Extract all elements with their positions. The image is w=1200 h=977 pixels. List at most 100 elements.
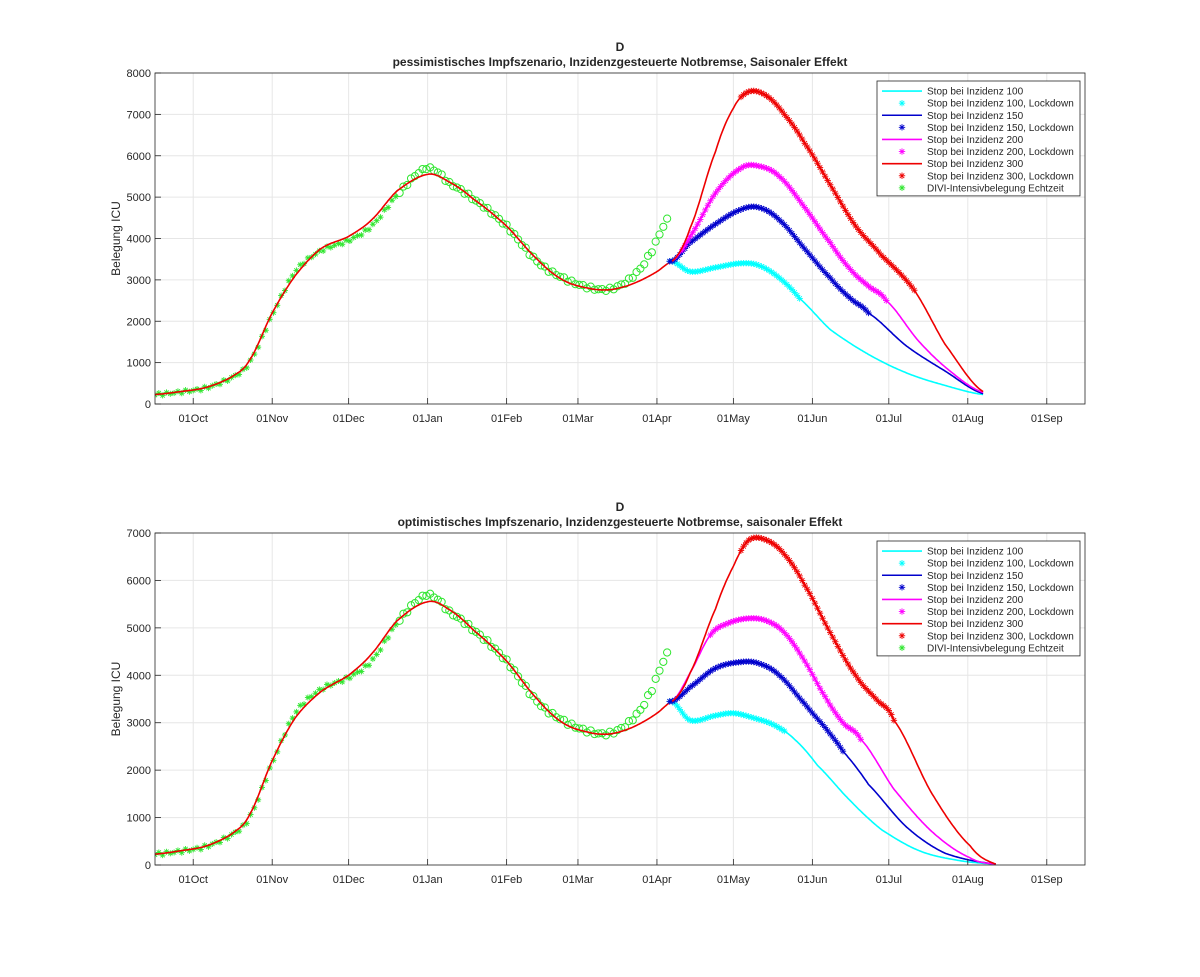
observed-point [563,720,572,729]
legend-marker-swatch [898,632,906,639]
observed-point [651,674,660,683]
lockdown-point [839,747,847,755]
lockdown-point [852,222,859,230]
y-tick-label: 7000 [127,528,151,540]
series-lockdown-markers [707,615,864,743]
lockdown-point [847,215,854,222]
observed-point [655,666,664,675]
observed-point [513,235,523,244]
series-3 [671,161,984,394]
observed-point [369,655,376,662]
legend-item: Stop bei Inzidenz 100 [882,87,1024,98]
chart-title: D [616,500,625,514]
x-tick-label: 01Oct [179,413,208,425]
lockdown-point [816,685,824,692]
lockdown-point [740,543,747,550]
lockdown-point [809,671,816,678]
observed-point [620,279,630,288]
lockdown-point [819,168,826,176]
lockdown-point [829,243,836,250]
lockdown-point [816,263,824,271]
y-tick-label: 3000 [127,718,151,730]
observed-point [403,180,412,190]
legend-label: Stop bei Inzidenz 150 [927,571,1024,582]
lockdown-point [829,633,836,641]
x-tick-label: 01Jan [413,413,443,425]
observed-point [613,282,622,291]
lockdown-point [679,709,686,717]
observed-point [663,214,672,223]
legend-item: DIVI-Intensivbelegung Echtzeit [898,643,1064,654]
x-tick-label: 01Nov [256,874,288,886]
lockdown-point [709,193,717,200]
lockdown-point [888,711,895,718]
observed-point [659,657,668,666]
lockdown-point [791,190,798,197]
observed-point [647,248,656,257]
x-tick-label: 01Jul [876,413,902,425]
observed-point [510,665,519,675]
legend-item: Stop bei Inzidenz 100, Lockdown [898,99,1074,110]
observed-point [468,626,477,635]
observed-point [498,654,507,663]
lockdown-point [786,117,793,124]
observed-point [624,274,634,283]
legend-marker-swatch [898,584,906,591]
lockdown-point [821,173,829,180]
lockdown-point [707,197,714,204]
x-tick-label: 01Mar [562,413,594,425]
lockdown-point [832,737,839,744]
x-tick-label: 01Feb [491,874,522,886]
observed-point [385,204,392,211]
lockdown-point [712,664,719,672]
observed-point [464,189,473,198]
observed-point [418,591,427,600]
lockdown-point [702,206,709,214]
legend-marker-swatch [898,559,906,567]
lockdown-point [793,127,801,135]
lockdown-point [847,664,854,672]
y-tick-label: 1000 [127,358,151,370]
legend-label: Stop bei Inzidenz 100 [927,87,1024,98]
lockdown-point [804,703,811,711]
y-tick-label: 1000 [127,813,151,825]
lockdown-point [829,733,836,741]
lockdown-point [806,666,814,673]
legend-item: Stop bei Inzidenz 300, Lockdown [898,171,1074,182]
x-tick-label: 01Sep [1031,874,1063,886]
observed-point [456,614,465,623]
observed-point [468,195,477,204]
lockdown-point [844,660,852,668]
lockdown-point [824,236,831,243]
y-tick-label: 3000 [127,275,151,287]
y-axis: 0 1000 2000 3000 4000 5000 6000 7000 [127,528,161,872]
lockdown-point [816,609,824,617]
y-tick-label: 8000 [127,68,151,80]
lockdown-point [834,250,842,257]
lockdown-point [824,624,831,632]
observed-point [521,681,530,690]
series-line [671,536,997,865]
lockdown-point [778,107,785,115]
observed-point [350,234,357,241]
observed-point [521,243,530,252]
lockdown-point [832,189,839,197]
base-curve-line [155,600,673,855]
lockdown-point [908,283,915,291]
lockdown-point [737,711,745,718]
lockdown-point [796,572,803,580]
lockdown-point [742,89,750,97]
observed-point [540,703,549,712]
observed-point [377,646,384,653]
x-tick-label: 01Sep [1031,413,1063,425]
lockdown-point [676,706,684,713]
lockdown-point [816,164,824,171]
lockdown-point [837,647,844,655]
legend-item: Stop bei Inzidenz 100 [882,547,1024,558]
lockdown-point [911,287,918,294]
y-tick-label: 0 [145,860,151,872]
observed-point [529,692,538,701]
chart-subtitle: optimistisches Impfszenario, Inzidenzges… [398,515,843,529]
observed-point [483,636,492,645]
